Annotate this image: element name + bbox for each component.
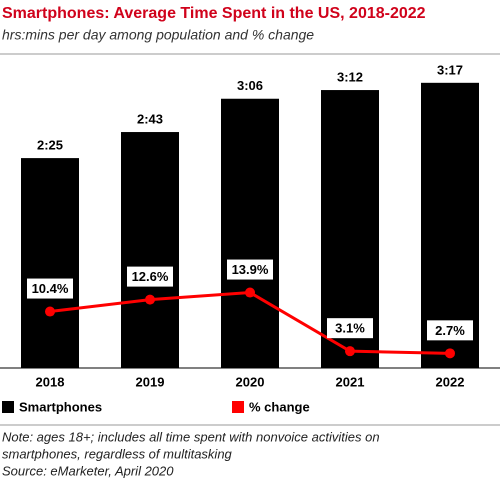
bar	[21, 158, 79, 368]
chart-subtitle: hrs:mins per day among population and % …	[2, 27, 314, 43]
line-value-label: 3.1%	[335, 321, 365, 336]
line-point	[345, 346, 355, 357]
bar-value-label: 2:25	[37, 138, 63, 153]
bar-value-label: 3:17	[437, 62, 463, 77]
note: smartphones, regardless of multitasking	[2, 446, 233, 461]
label-background	[227, 259, 273, 280]
bar	[221, 98, 279, 368]
line-value-label: 10.4%	[32, 281, 69, 296]
chart-title: Smartphones: Average Time Spent in the U…	[2, 5, 426, 22]
label-background	[27, 278, 73, 299]
legend-label: Smartphones	[19, 399, 102, 414]
line-value-label: 13.9%	[232, 262, 269, 277]
bar-value-label: 3:12	[337, 69, 363, 84]
line-point	[445, 348, 455, 359]
x-tick-label: 2018	[36, 374, 65, 389]
legend-label: % change	[249, 399, 310, 414]
x-tick-label: 2022	[436, 374, 465, 389]
note: Note: ages 18+; includes all time spent …	[2, 429, 380, 444]
line-point	[145, 294, 155, 305]
label-background	[127, 266, 173, 287]
bar	[121, 132, 179, 368]
line-point	[245, 287, 255, 298]
bar-value-label: 2:43	[137, 111, 163, 126]
source: Source: eMarketer, April 2020	[2, 463, 174, 478]
line-point	[45, 306, 55, 317]
line-value-label: 12.6%	[132, 269, 169, 284]
legend-swatch	[2, 401, 14, 413]
label-background	[327, 318, 373, 339]
label-background	[427, 320, 473, 341]
line-value-label: 2.7%	[435, 323, 465, 338]
x-tick-label: 2020	[236, 374, 265, 389]
bar-value-label: 3:06	[237, 78, 263, 93]
x-tick-label: 2021	[336, 374, 365, 389]
legend-swatch	[232, 401, 244, 413]
x-tick-label: 2019	[136, 374, 165, 389]
